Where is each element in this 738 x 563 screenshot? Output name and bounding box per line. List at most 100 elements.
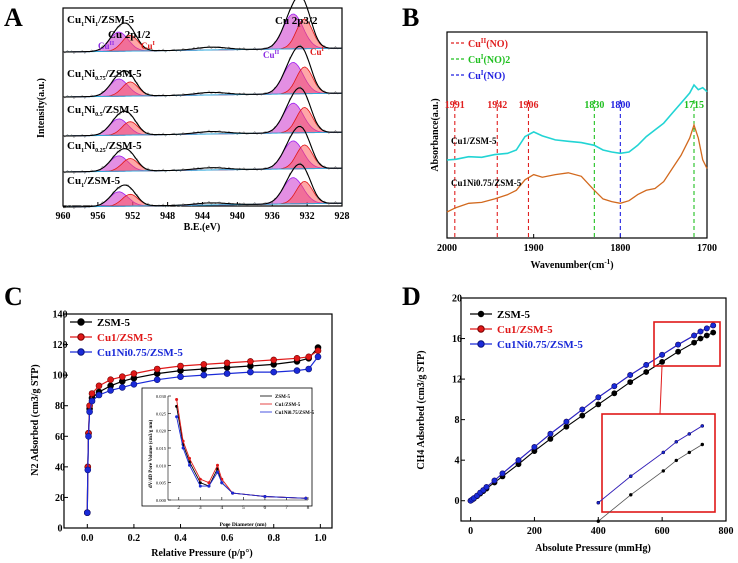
panel-c-series-1-point-15 [293,354,301,362]
panel-c-inset-series-2-point-5 [216,470,220,474]
panel-c-xlabel: Relative Pressure (p/p°) [151,548,252,559]
panel-c-series-1-point-9 [153,365,161,373]
panel-c-legend-2: Cu1Ni0.75/ZSM-5 [97,347,183,359]
panel-c-inset-xlabel: Pore Diameter (nm) [220,521,267,528]
panel-c-inset-series-2-point-6 [220,481,224,485]
panel-d-ytick-label-3: 12 [452,375,462,386]
panel-c-xtick-label-5: 1.0 [314,533,327,544]
panel-d-series-0-point-14 [595,401,602,408]
panel-b-trace-cu1ni075 [446,122,708,213]
panel-c-ytick-label-1: 20 [55,493,65,504]
panel-c-inset-legend: ZSM-5 Cu1/ZSM-5 Cu1Ni0.75/ZSM-5 [260,395,315,416]
panel-c-xtick-label-2: 0.4 [174,533,187,544]
panel-c-series-2-point-9 [153,376,161,384]
panel-d-zoom-region [653,321,721,367]
panel-c-ytick-label-5: 100 [53,371,68,382]
panel-c-inset-traces [175,397,308,500]
panel-d-letter: D [402,282,421,311]
panel-d-series-2-point-13 [579,406,586,413]
panel-c-series-2-point-16 [305,365,313,373]
panel-c-legend-1: Cu1/ZSM-5 [97,332,153,344]
panel-d-ch4-isotherm-chart: 0 200 400 600 800 0 4 8 12 16 20 Absolute Pressure… [416,294,734,555]
panel-b-series-label-0: Cu1/ZSM-5 [451,136,497,146]
panel-d-zoom-series-0-point-4 [687,450,691,455]
panel-c-series-1-point-12 [223,359,231,367]
panel-c-letter: C [4,282,23,311]
panel-b-legend: CuII(NO) CuI(NO)2 CuI(NO) [451,37,510,82]
panel-a-sample-label-0: Cu1Ni1/ZSM-5 [67,14,135,28]
panel-d-zoom-series-0-point-2 [661,469,665,473]
panel-a-fit-4 [63,163,342,208]
panel-c-ylabel: N2 Adsorbed (cm3/g STP) [30,364,41,475]
panel-d-zoom-connector [659,365,663,415]
panel-d-zoom-series-2-point-5 [700,424,704,428]
panel-c-series-1-point-4 [88,390,96,397]
panel-c-inset-xtick-label-4: 6 [264,505,267,511]
panel-c-series-1-point-7 [119,373,126,381]
panel-a-background-1 [63,92,342,98]
panel-d-ytick-label-2: 8 [455,415,460,426]
panel-b-xtick-label-2: 1800 [610,243,630,254]
panel-a-xps-chart: 960 956 952 948 944 940 936 932 928 B.E.(eV) Int… [36,0,350,233]
panel-d-ytick-label-4: 16 [452,334,462,345]
panel-c-ticks: 0.0 0.2 0.4 0.6 0.8 1.0 0 20 40 60 80 100 120 140 [53,310,327,545]
panel-b-trace-cu1 [446,83,708,161]
panel-b-traces [446,83,708,213]
panel-c-inset-legend-0: ZSM-5 [275,395,291,400]
panel-d-zoom-series-2-point-3 [674,440,678,444]
panel-d-legend: ZSM-5 Cu1/ZSM-5 Cu1Ni0.75/ZSM-5 [470,309,583,351]
panel-d-zoom-series-2-point-2 [661,450,665,455]
panel-c-series-1-point-6 [107,376,114,384]
panel-c-inset-series-1-point-4 [207,481,211,485]
panel-a-xtick-label-6: 936 [265,211,280,222]
panel-d-zoom-traces [596,424,704,523]
panel-a-sample-label-4: Cu1/ZSM-5 [67,175,121,189]
panel-c-inset-series-2-point-2 [188,463,192,467]
panel-a-xtick-label-8: 928 [335,211,350,222]
panel-b-legend-0: CuII(NO) [468,37,508,50]
panel-d-series-2-point-19 [675,341,681,348]
panel-c-inset-xtick-label-2: 4 [220,505,223,511]
panel-c-inset-legend-1: Cu1/ZSM-5 [275,403,301,408]
panel-b-letter: B [402,3,419,32]
panel-a-ylabel: Intensity(a.u.) [36,78,47,138]
panel-d-series-0-point-13 [579,412,586,419]
panel-c-inset-xtick-label-3: 5 [242,505,245,511]
panel-d-zoom-series-2-point-1 [629,474,633,478]
panel-d-legend-0: ZSM-5 [497,309,531,321]
panel-c-series-2-point-13 [247,368,254,376]
panel-b-xtick-label-0: 2000 [437,243,457,254]
panel-b-band-lines: 1991 1942 1906 1830 1800 1715 [445,100,704,238]
panel-a-xtick-label-5: 940 [230,211,245,222]
panel-a-background-4 [63,202,342,208]
panel-d-zoom-series-0-point-0 [596,519,600,523]
panel-c-xtick-label-1: 0.2 [128,533,141,544]
panel-c-ytick-label-4: 80 [55,401,65,412]
panel-c-inset-ytick-label-4: 0.020 [156,429,167,434]
panel-b-frame [446,31,708,239]
panel-d-xtick-label-2: 400 [591,526,606,537]
panel-d-series-0-point-12 [563,423,570,430]
panel-a-xlabel: B.E.(eV) [184,222,221,233]
panel-c-series-2-point-2 [85,432,92,440]
panel-b-band-label-3: 1830 [584,100,604,111]
panel-c-xtick-label-4: 0.8 [267,533,280,544]
panel-d-zoom-inset-frame [601,413,716,513]
panel-d-legend-1: Cu1/ZSM-5 [497,324,553,336]
panel-b-series-label-1: Cu1Ni0.75/ZSM-5 [451,178,522,188]
panel-d-series-2-point-20 [691,332,697,339]
panel-d-zoom-series-0-point-1 [629,493,633,497]
panel-c-legend: ZSM-5 Cu1/ZSM-5 Cu1Ni0.75/ZSM-5 [70,317,183,359]
panel-d-ytick-label-0: 0 [455,496,460,507]
panel-d-series-2-point-6 [483,484,490,490]
panel-d-series-0-point-19 [675,348,681,355]
panel-b-band-label-0: 1991 [445,100,465,111]
panel-c-frame [63,313,333,529]
panel-c-xtick-label-0: 0.0 [81,533,94,544]
panel-a-sample-label-1: Cu1Ni0.75/ZSM-5 [67,68,142,82]
panel-a-xtick-label-3: 948 [160,211,175,222]
panel-b-x-ticks: 2000 1900 1800 1700 [437,234,717,254]
panel-c-series-1-point-5 [95,382,103,390]
panel-c-inset-frame [141,387,313,507]
